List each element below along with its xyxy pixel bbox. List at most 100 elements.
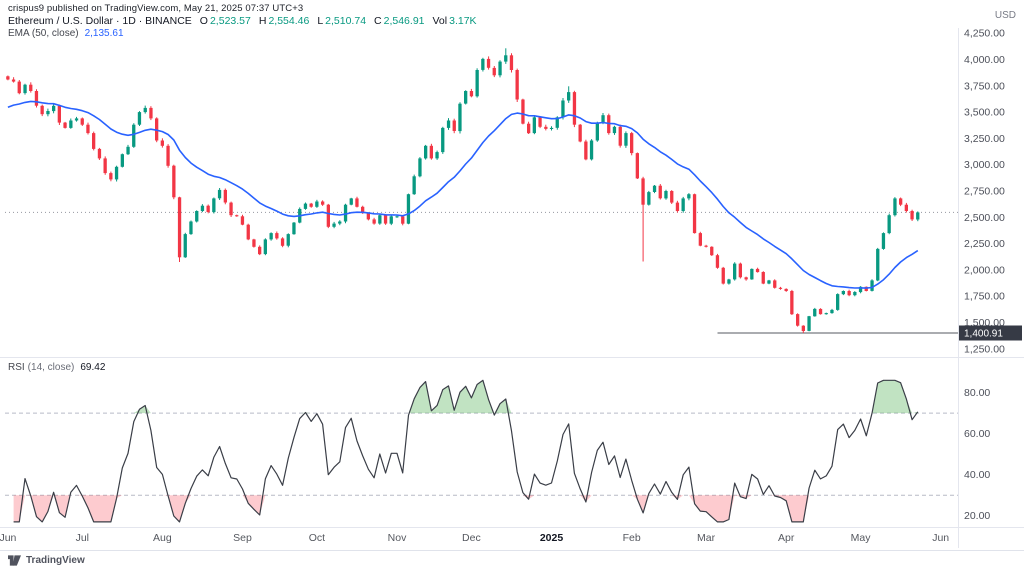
candle-body [303, 203, 308, 209]
candle-body [715, 255, 720, 268]
low-label: L [317, 15, 324, 27]
candle-body [252, 239, 256, 247]
candle-body [332, 223, 336, 227]
candle-body [229, 202, 233, 216]
open-value: 2,523.57 [209, 15, 251, 27]
candle-body [538, 117, 542, 127]
candle-body [738, 263, 742, 278]
candle-body [446, 120, 451, 128]
candle-body [109, 173, 113, 180]
rsi-oversold-fill [13, 495, 918, 522]
candle-body [137, 112, 142, 125]
candle-body [521, 99, 525, 124]
candle-body [206, 205, 210, 212]
candle-body [212, 198, 216, 213]
candle-body [424, 145, 428, 159]
candle-body [378, 215, 382, 224]
footer-bar: TradingView [0, 550, 1024, 569]
candle-body [23, 84, 27, 94]
candle-body [584, 141, 588, 160]
ema-label[interactable]: EMA (50, close) [8, 28, 79, 39]
price-tick-label: 4,000.00 [964, 54, 1005, 66]
candle-body [258, 246, 262, 255]
candle-body [160, 140, 164, 146]
candle-body [475, 70, 479, 97]
close-label: C [374, 15, 382, 27]
candle-body [172, 165, 176, 198]
candle-body [567, 92, 571, 101]
candle-body [429, 145, 433, 159]
candle-body [349, 198, 353, 205]
candle-body [727, 279, 731, 284]
candle-body [509, 55, 514, 70]
candle-body [464, 91, 468, 104]
candle-body [824, 313, 828, 315]
time-axis[interactable]: Jun Jul Aug Sep Oct Nov Dec 2025 Feb Mar Apr May Jun [0, 532, 949, 544]
candle-body [40, 105, 44, 115]
price-pane[interactable] [5, 48, 958, 334]
publisher-line: crispus9 published on TradingView.com, M… [8, 3, 304, 14]
price-tick-label: 1,250.00 [964, 343, 1005, 355]
candle-body [132, 124, 136, 147]
open-label: O [199, 15, 208, 27]
candle-body [126, 146, 130, 155]
volume: Vol 3.17K [433, 15, 477, 27]
candle-body [733, 263, 737, 280]
rsi-axis[interactable]: 80.00 60.00 40.00 20.00 [964, 387, 990, 522]
candle-body [893, 198, 897, 216]
candle-body [309, 203, 313, 207]
candle-body [704, 245, 708, 247]
candle-body [698, 233, 702, 246]
rsi-title[interactable]: RSI [8, 362, 25, 373]
month-label: Mar [697, 532, 716, 544]
candle-body [652, 185, 657, 192]
price-tick-label: 3,750.00 [964, 80, 1005, 92]
candle-body [97, 148, 102, 159]
candle-body [343, 204, 348, 222]
candle-body [864, 286, 868, 291]
candle-body [292, 222, 296, 235]
price-axis[interactable]: 4,250.00 4,000.00 3,750.00 3,500.00 3,250.00… [959, 28, 1022, 356]
candle-body [578, 124, 582, 142]
candle-body [589, 140, 594, 160]
rsi-pane[interactable] [5, 379, 958, 523]
candle-body [761, 272, 765, 284]
candle-body [750, 268, 754, 280]
brand-wordmark[interactable]: TradingView [26, 554, 85, 566]
candle-body [355, 198, 359, 207]
candle-body [452, 120, 456, 131]
candle-body [17, 81, 21, 94]
month-label: May [851, 532, 872, 544]
candle-body [595, 122, 599, 141]
candle-body [710, 246, 714, 256]
tradingview-logo-icon[interactable] [8, 554, 21, 566]
rsi-tick-label: 40.00 [964, 469, 990, 481]
candle-body [612, 126, 617, 134]
candle-body [899, 198, 903, 205]
candle-body [830, 309, 834, 314]
candle-body [29, 84, 33, 91]
candle-body [57, 105, 61, 123]
candle-body [406, 194, 411, 224]
high-label: H [258, 15, 267, 27]
candle-body [847, 291, 851, 296]
candle-body [801, 325, 805, 331]
currency-label[interactable]: USD [994, 10, 1016, 21]
candle-body [412, 176, 416, 195]
candle-body [120, 154, 124, 167]
month-label: Oct [309, 532, 325, 544]
volume-label: Vol [432, 15, 448, 27]
month-label: Aug [153, 532, 172, 544]
ohlc-open: O 2,523.57 [200, 15, 251, 27]
candle-body [561, 100, 565, 118]
candles-layer [6, 48, 920, 333]
symbol-title[interactable]: Ethereum / U.S. Dollar · 1D · BINANCE [8, 15, 192, 27]
price-tick-label: 3,500.00 [964, 107, 1005, 119]
candle-body [876, 248, 880, 281]
swing-low-badge [959, 325, 1022, 341]
volume-value: 3.17K [449, 15, 477, 27]
swing-low-badge-label: 1,400.91 [964, 329, 1003, 340]
candle-body [326, 204, 330, 227]
candle-body [647, 192, 651, 205]
